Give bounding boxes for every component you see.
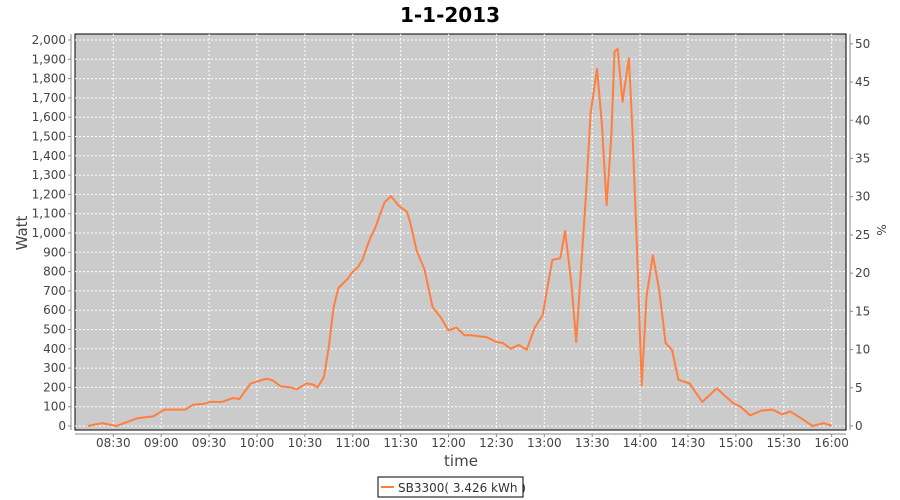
x-tick-label: 15:00 [719, 436, 754, 450]
y-axis: 0 100 200 300 400 500 600 700 800 900 1,000 1,100 1,… [32, 33, 72, 433]
y2-tick-label: 35 [855, 151, 870, 165]
y-tick-label: 900 [43, 245, 66, 259]
y-tick-label: 1,700 [32, 91, 66, 105]
x-tick-label: 11:30 [383, 436, 418, 450]
y2-axis-label: % [874, 224, 888, 235]
y-tick-label: 700 [43, 284, 66, 298]
x-tick-label: 11:00 [335, 436, 370, 450]
y-tick-label: 1,200 [32, 187, 66, 201]
gridlines [75, 34, 846, 430]
plot-area [74, 33, 847, 431]
y-tick-label: 400 [43, 342, 66, 356]
x-tick-label: 08:30 [96, 436, 131, 450]
x-tick-label: 12:00 [431, 436, 466, 450]
x-axis-label: time [444, 452, 478, 470]
y-tick-label: 1,300 [32, 168, 66, 182]
y2-tick-label: 10 [855, 343, 870, 357]
x-tick-label: 14:00 [623, 436, 658, 450]
y-tick-label: 1,600 [32, 110, 66, 124]
y-tick-label: 1,500 [32, 130, 66, 144]
y2-tick-label: 30 [855, 190, 870, 204]
x-tick-label: 16:00 [814, 436, 849, 450]
y-tick-label: 1,100 [32, 207, 66, 221]
x-tick-label: 13:30 [575, 436, 610, 450]
y2-tick-label: 45 [855, 75, 870, 89]
y-tick-label: 300 [43, 361, 66, 375]
y2-tick-label: 5 [855, 381, 863, 395]
x-tick-label: 09:30 [192, 436, 227, 450]
y-tick-label: 1,900 [32, 52, 66, 66]
y-tick-label: 100 [43, 400, 66, 414]
x-tick-label: 12:30 [479, 436, 514, 450]
y-axis-label: Watt [13, 215, 31, 250]
x-axis: 08:30 09:00 09:30 10:00 10:30 11:00 11:30 12:00… [75, 433, 849, 450]
y-tick-label: 0 [58, 419, 66, 433]
series-line-sb3300 [87, 47, 832, 427]
x-tick-label: 10:30 [288, 436, 323, 450]
y-tick-label: 200 [43, 380, 66, 394]
y-tick-label: 2,000 [32, 33, 66, 47]
y-tick-label: 600 [43, 303, 66, 317]
y-tick-label: 800 [43, 265, 66, 279]
y-tick-label: 500 [43, 323, 66, 337]
y2-tick-label: 15 [855, 304, 870, 318]
y-tick-label: 1,000 [32, 226, 66, 240]
legend: SB3300( 3.426 kWh ) [377, 476, 526, 498]
y2-axis: 0 5 10 15 20 25 30 35 40 45 50 [849, 34, 870, 433]
y-tick-label: 1,400 [32, 149, 66, 163]
x-tick-label: 14:30 [671, 436, 706, 450]
y2-tick-label: 50 [855, 37, 870, 51]
y2-tick-label: 20 [855, 266, 870, 280]
x-tick-label: 10:00 [240, 436, 275, 450]
legend-entry: SB3300( 3.426 kWh ) [398, 481, 526, 495]
y2-tick-label: 0 [855, 419, 863, 433]
x-tick-label: 13:00 [527, 436, 562, 450]
y2-tick-label: 40 [855, 113, 870, 127]
x-tick-label: 09:00 [144, 436, 179, 450]
y2-tick-label: 25 [855, 228, 870, 242]
x-tick-label: 15:30 [766, 436, 801, 450]
chart-title: 1-1-2013 [400, 3, 500, 27]
y-tick-label: 1,800 [32, 72, 66, 86]
